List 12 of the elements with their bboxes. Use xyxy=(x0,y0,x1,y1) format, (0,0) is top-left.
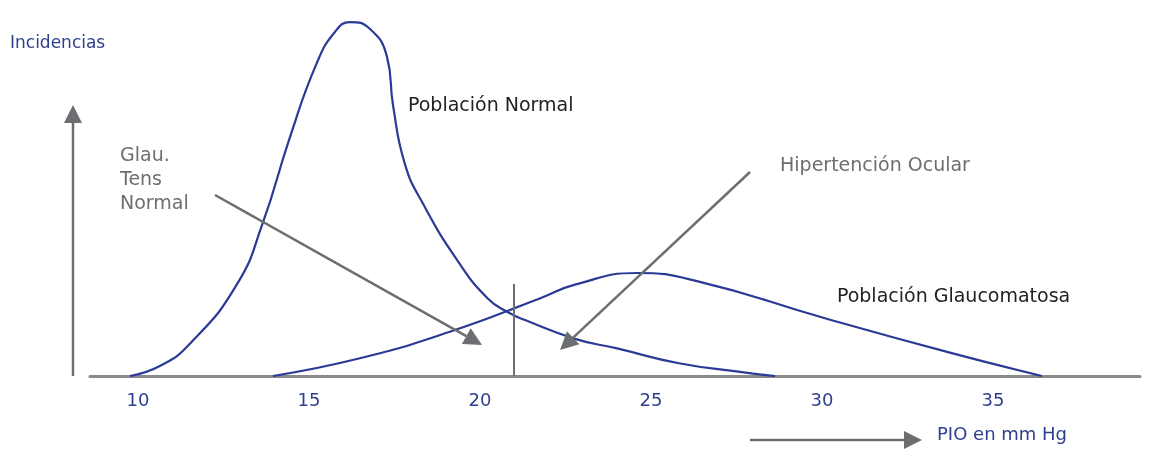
x-tick-label: 35 xyxy=(981,388,1005,410)
series-label: Población Glaucomatosa xyxy=(836,283,1071,306)
annotation: Glau. Tens Normal xyxy=(119,143,189,213)
x-tick-label: 10 xyxy=(126,388,150,410)
x-tick-label: 30 xyxy=(810,388,834,410)
x-tick-label: 15 xyxy=(297,388,321,410)
x-tick-label: 25 xyxy=(639,388,663,410)
x-tick-label: 20 xyxy=(468,388,492,410)
annotation: Hipertención Ocular xyxy=(780,153,971,175)
x-axis-title: PIO en mm Hg xyxy=(937,422,1068,444)
y-axis-title: Incidencias xyxy=(10,31,106,52)
series-label: Población Normal xyxy=(407,92,574,115)
